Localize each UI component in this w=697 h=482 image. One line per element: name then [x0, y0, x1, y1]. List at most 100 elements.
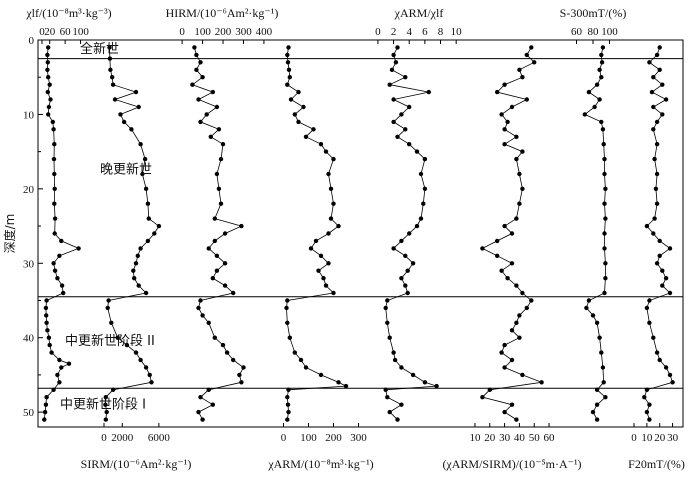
- hirm-point: [216, 127, 222, 132]
- hirm-point: [218, 156, 224, 162]
- chi-lf-tick-label: 20: [44, 26, 56, 38]
- chi-arm-chi-lf-point: [387, 82, 392, 87]
- s300-point: [602, 156, 607, 162]
- depth-tick-label: 20: [23, 184, 35, 196]
- epoch-label: 中更新世阶段 I: [60, 396, 146, 412]
- chi-arm-sirm-point: [495, 253, 500, 258]
- chi-lf-point: [45, 60, 50, 65]
- depth-tick-label: 50: [23, 407, 35, 419]
- f20-point: [663, 365, 669, 370]
- depth-tick-label: 40: [23, 333, 35, 345]
- s300-point: [599, 52, 604, 58]
- chi-lf-axis-title: χlf/(10⁻⁸m³·kg⁻³): [25, 6, 111, 20]
- chi-arm-sirm-point: [529, 45, 534, 50]
- hirm-tick-label: 400: [256, 26, 273, 38]
- hirm-point: [200, 313, 205, 318]
- chi-arm-point: [288, 97, 294, 102]
- chi-arm-point: [316, 268, 321, 273]
- sirm-tick-label: 6000: [148, 432, 171, 444]
- f20-point: [647, 402, 652, 407]
- hirm-point: [239, 223, 244, 229]
- chi-arm-chi-lf-point: [407, 104, 412, 110]
- sirm-point: [152, 231, 157, 236]
- chi-arm-sirm-point: [509, 104, 515, 110]
- panel-chi-arm-sirm: 10 20 30 40 50 60 (χARM/SIRM)/(10⁻⁵m·A⁻¹): [442, 45, 582, 471]
- chi-arm-chi-lf-axis-title: χARM/χlf: [394, 6, 444, 20]
- sirm-point: [104, 409, 109, 415]
- hirm-point: [224, 350, 230, 355]
- s300-point: [584, 305, 589, 311]
- chi-arm-sirm-point: [514, 283, 519, 288]
- chi-arm-chi-lf-point: [389, 67, 395, 73]
- sirm-point: [133, 261, 139, 266]
- chi-lf-point: [59, 365, 64, 370]
- chi-lf-point: [52, 216, 58, 221]
- chi-arm-sirm-point: [520, 290, 525, 296]
- chi-arm-sirm-point: [502, 223, 507, 229]
- chi-lf-point: [57, 380, 62, 385]
- hirm-tick-label: 300: [235, 26, 252, 38]
- f20-point: [654, 261, 660, 266]
- chi-arm-point: [286, 45, 291, 50]
- sirm-point: [136, 283, 141, 288]
- chi-lf-point: [45, 52, 50, 58]
- f20-tick-label: 20: [654, 432, 666, 444]
- chi-arm-point: [328, 216, 334, 221]
- chi-arm-chi-lf-point: [391, 350, 396, 355]
- f20-point: [651, 231, 656, 236]
- hirm-point: [204, 112, 209, 117]
- chi-lf-point: [55, 372, 60, 378]
- chi-arm-point: [296, 89, 301, 95]
- f20-point: [657, 67, 662, 73]
- s300-point: [586, 298, 592, 303]
- chi-arm-point: [323, 149, 329, 154]
- hirm-point: [220, 342, 226, 348]
- chi-lf-point: [52, 171, 57, 177]
- chi-arm-sirm-point: [495, 89, 500, 95]
- chi-arm-point: [285, 60, 291, 65]
- hirm-point: [239, 380, 244, 385]
- chi-lf-point: [61, 290, 66, 296]
- chi-arm-sirm-point: [514, 156, 519, 162]
- chi-arm-point: [326, 261, 331, 266]
- chi-arm-sirm-tick-label: 40: [514, 432, 526, 444]
- hirm-tick-label: 0: [179, 26, 185, 38]
- chi-arm-sirm-tick-label: 60: [544, 432, 556, 444]
- chi-lf-point: [45, 328, 50, 333]
- chi-arm-point: [326, 171, 331, 177]
- sirm-axis-title: SIRM/(10⁻⁶Am²·kg⁻¹): [81, 457, 192, 471]
- sirm-tick-label: 2000: [111, 432, 134, 444]
- chi-arm-chi-lf-point: [410, 261, 416, 266]
- hirm-point: [212, 238, 217, 244]
- hirm-point: [214, 253, 220, 258]
- sirm-point: [138, 142, 143, 147]
- chi-arm-sirm-tick-label: 30: [499, 432, 511, 444]
- chi-lf-point: [51, 261, 56, 266]
- chi-arm-chi-lf-point: [407, 231, 412, 236]
- chi-arm-chi-lf-point: [387, 409, 392, 415]
- chi-lf-point: [44, 395, 49, 400]
- hirm-point: [214, 104, 220, 110]
- sirm-point: [112, 97, 118, 102]
- sirm-point: [107, 45, 112, 50]
- chi-lf-point: [51, 127, 56, 132]
- s300-point: [602, 201, 607, 206]
- plot-frame: [37, 39, 684, 428]
- chi-arm-point: [301, 104, 306, 110]
- chi-lf-point: [49, 350, 54, 355]
- chi-lf-point: [66, 361, 72, 366]
- sirm-point: [103, 395, 109, 400]
- hirm-point: [214, 268, 220, 273]
- s300-point: [597, 97, 602, 102]
- sirm-point: [140, 171, 145, 177]
- f20-point: [657, 45, 662, 50]
- chi-arm-sirm-point: [502, 142, 507, 147]
- hirm-point: [208, 134, 213, 139]
- f20-point: [654, 119, 660, 125]
- chi-arm-point: [331, 290, 336, 296]
- chi-arm-chi-lf-point: [422, 156, 428, 162]
- f20-point: [651, 335, 656, 340]
- chi-arm-point: [331, 156, 336, 162]
- hirm-point: [196, 409, 201, 415]
- chi-arm-chi-lf-point: [399, 402, 404, 407]
